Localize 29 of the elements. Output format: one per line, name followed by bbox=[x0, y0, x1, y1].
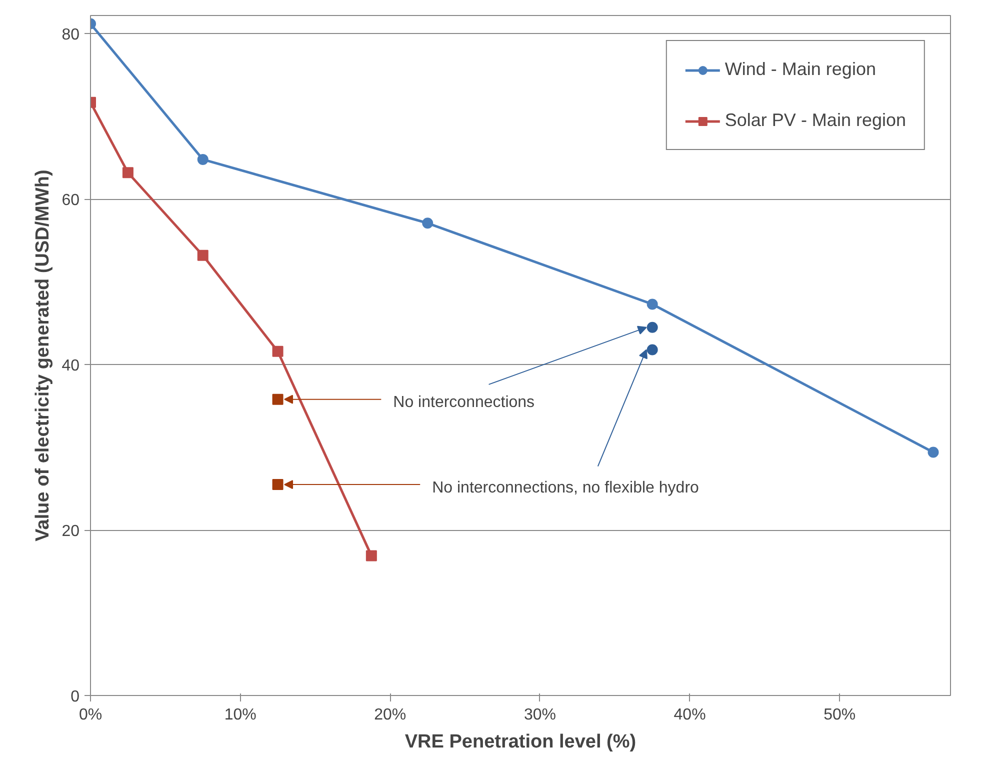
y-tick-label: 60 bbox=[62, 192, 80, 210]
y-tick-label: 40 bbox=[62, 358, 80, 375]
x-tick-label: 50% bbox=[824, 706, 856, 724]
point bbox=[272, 394, 284, 405]
y-axis-title: Value of electricity generated (USD/MWh) bbox=[32, 170, 54, 542]
point bbox=[197, 250, 208, 261]
point bbox=[366, 550, 377, 562]
y-tick-label: 0 bbox=[70, 688, 80, 706]
y-tick-label: 80 bbox=[62, 26, 80, 44]
legend-label: Wind - Main region bbox=[724, 59, 876, 80]
point bbox=[646, 344, 658, 356]
point bbox=[646, 322, 658, 333]
point bbox=[272, 346, 284, 357]
point bbox=[422, 218, 434, 229]
x-tick-label: 30% bbox=[524, 706, 556, 724]
point bbox=[197, 154, 208, 165]
x-tick-label: 10% bbox=[224, 706, 256, 724]
point bbox=[646, 298, 658, 310]
annotation: No interconnections, no flexible hydro bbox=[432, 479, 700, 496]
legend-label: Solar PV - Main region bbox=[724, 110, 906, 131]
x-tick-label: 40% bbox=[674, 706, 706, 724]
x-tick-label: 0% bbox=[78, 706, 102, 724]
point bbox=[272, 479, 284, 490]
annotation: No interconnections bbox=[393, 394, 535, 412]
point bbox=[122, 167, 134, 178]
point bbox=[928, 446, 939, 458]
x-tick-label: 20% bbox=[374, 706, 406, 724]
x-axis-title: VRE Penetration level (%) bbox=[404, 732, 636, 752]
y-tick-label: 20 bbox=[62, 523, 80, 540]
